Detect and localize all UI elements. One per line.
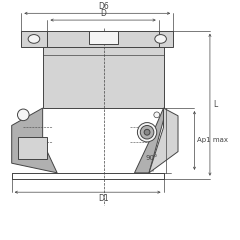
Polygon shape [48,31,159,47]
Text: D: D [101,9,107,18]
Text: L: L [213,100,217,109]
Polygon shape [89,31,118,44]
Polygon shape [159,31,173,47]
Circle shape [18,109,29,121]
Polygon shape [43,47,163,108]
Text: 90°: 90° [145,155,158,161]
Polygon shape [149,108,178,173]
Ellipse shape [28,35,40,43]
Polygon shape [21,31,48,47]
Polygon shape [12,108,57,173]
Polygon shape [18,137,48,159]
Text: D1: D1 [98,194,109,203]
Circle shape [138,123,157,142]
Circle shape [144,129,150,135]
Circle shape [140,126,154,139]
Ellipse shape [155,35,166,43]
Text: Ap1 max: Ap1 max [197,138,228,144]
Circle shape [154,112,160,118]
Text: D6: D6 [98,2,109,11]
Polygon shape [134,108,165,173]
